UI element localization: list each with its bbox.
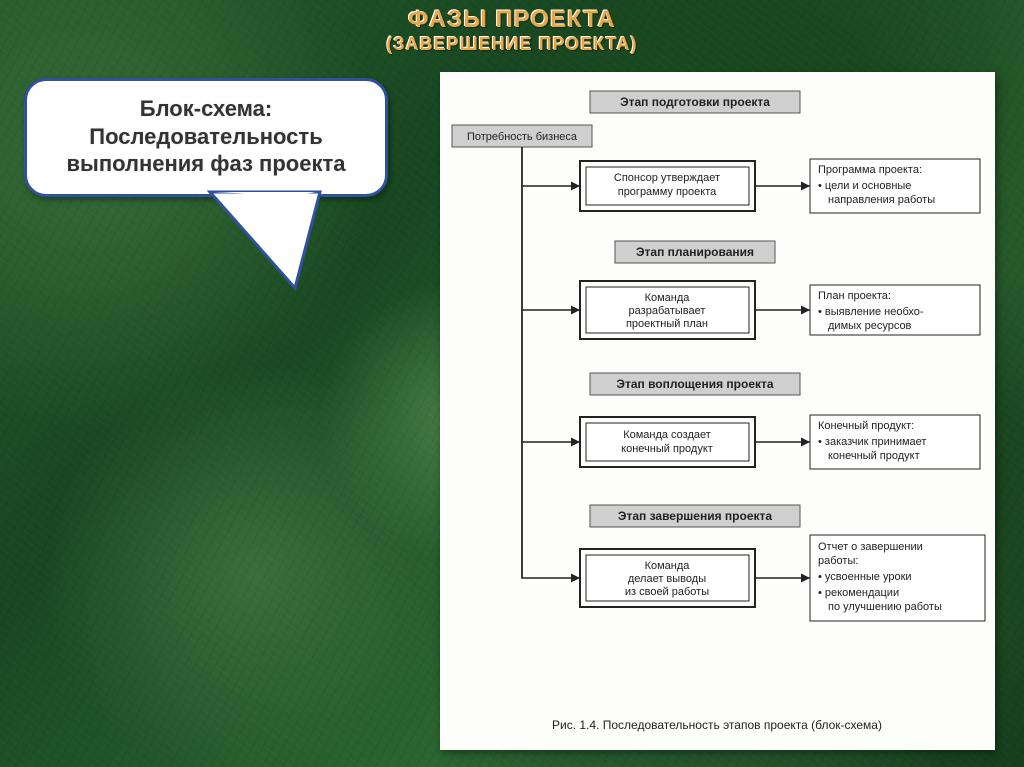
callout-line2: Последовательность [89,124,322,149]
stage1-main-l1: Спонсор утверждает [614,172,720,184]
slide-title-sub: (ЗАВЕРШЕНИЕ ПРОЕКТА) [0,34,1024,55]
stage-header-1-text: Этап подготовки проекта [620,95,770,109]
stage1-out-b1b: направления работы [828,194,935,206]
callout-bubble: Блок-схема: Последовательность выполнени… [24,78,388,197]
stage3-out-b1b: конечный продукт [828,450,920,462]
stage2-out-b1: • выявление необхо- [818,306,924,318]
stage4-main-l3: из своей работы [625,586,709,598]
stage-header-3-text: Этап воплощения проекта [616,377,773,391]
stage4-out-title: Отчет о завершении [818,541,923,553]
stage2-main-l1: Команда [645,292,691,304]
stage2-out-b1b: димых ресурсов [828,320,912,332]
stage1-main-l2: программу проекта [618,186,717,198]
stage1-out-b1: • цели и основные [818,180,911,192]
stage-header-2-text: Этап планирования [636,245,754,259]
stage4-main-l2: делает выводы [628,573,706,585]
stage3-main-l2: конечный продукт [621,443,713,455]
stage2-out-title: План проекта: [818,290,891,302]
flowchart-svg: Этап подготовки проекта Потребность бизн… [440,72,995,750]
stage4-main-l1: Команда [645,560,691,572]
callout-line3: выполнения фаз проекта [67,151,346,176]
start-box-text: Потребность бизнеса [467,131,578,143]
stage2-main-l3: проектный план [626,318,708,330]
stage3-out-b1: • заказчик принимает [818,436,926,448]
stage-header-4-text: Этап завершения проекта [618,509,772,523]
stage4-out-b1: • усвоенные уроки [818,571,912,583]
stage2-main-l2: разрабатывает [629,305,706,317]
flowchart-caption: Рис. 1.4. Последовательность этапов прое… [552,718,882,732]
stage1-out-title: Программа проекта: [818,164,922,176]
slide-title-main: ФАЗЫ ПРОЕКТА [0,6,1024,34]
stage3-out-title: Конечный продукт: [818,420,914,432]
stage4-out-b2b: по улучшению работы [828,601,942,613]
callout-line1: Блок-схема: [140,96,272,121]
stage3-main-l1: Команда создает [623,429,711,441]
stage4-out-title2: работы: [818,555,858,567]
flowchart-panel: Этап подготовки проекта Потребность бизн… [440,72,995,750]
callout-tail-icon [200,188,380,298]
stage4-out-b2: • рекомендации [818,587,899,599]
